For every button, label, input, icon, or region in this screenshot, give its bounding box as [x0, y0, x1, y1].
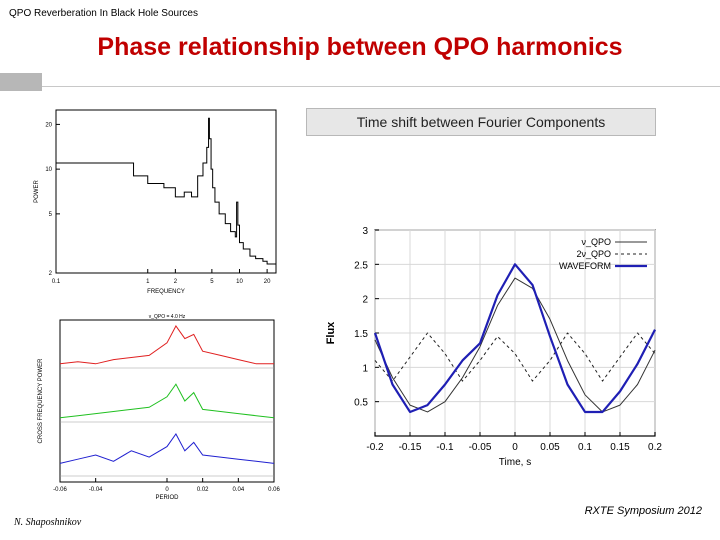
x-tick-label: 0.06	[268, 487, 280, 493]
x-tick-label: 0.15	[610, 442, 630, 453]
subtitle-box: Time shift between Fourier Components	[306, 108, 656, 136]
author-label: N. Shaposhnikov	[14, 517, 82, 528]
series-line-2	[373, 263, 656, 414]
title-divider	[42, 86, 720, 87]
legend-entry: WAVEFORM	[559, 261, 611, 271]
cross-series-blue	[59, 433, 275, 464]
y-tick-label: 0.5	[354, 398, 368, 409]
y-axis-label: Flux	[325, 321, 337, 344]
y-axis-label: POWER	[34, 180, 40, 203]
conference-label: RXTE Symposium 2012	[584, 505, 702, 517]
y-tick-label: 1.5	[354, 329, 368, 340]
y-tick-label: 1	[362, 363, 368, 374]
x-tick-label: 0.2	[648, 442, 662, 453]
x-tick-label: 0	[165, 487, 169, 493]
plot-frame	[59, 319, 275, 483]
x-tick-label: 0.1	[52, 279, 61, 285]
x-tick-label: 10	[236, 279, 243, 285]
x-tick-label: 5	[210, 279, 214, 285]
x-tick-label: 1	[146, 279, 150, 285]
x-axis-label: PERIOD	[155, 495, 179, 501]
cross-series-red	[59, 325, 274, 365]
waveform-chart: -0.2 -0.15 -0.1 -0.05 0 0.05 0.1 0.15 0.2 0.5 1 1.5…	[325, 226, 662, 468]
y-axis-label: CROSS FREQUENCY POWER	[38, 358, 44, 444]
x-tick-label: 0.1	[578, 442, 592, 453]
x-tick-label: 0.05	[540, 442, 560, 453]
y-tick-label: 20	[45, 122, 52, 128]
x-tick-label: 0.02	[197, 487, 209, 493]
x-axis-label: FREQUENCY	[147, 289, 185, 295]
cross-frequency-chart: -0.06 -0.04 0 0.02 0.04 0.06 PERIOD CROSS FREQU…	[38, 314, 280, 501]
y-tick-label: 3	[362, 226, 368, 237]
panel-annotation: ν_QPO = 4.0 Hz	[149, 314, 186, 320]
x-tick-label: 0	[512, 442, 518, 453]
y-tick-label: 10	[45, 167, 52, 173]
y-tick-label: 2	[49, 271, 53, 277]
x-tick-label: -0.15	[399, 442, 422, 453]
power-spectrum-line	[56, 117, 276, 265]
plot-frame	[55, 109, 277, 274]
legend-entry: ν_QPO	[581, 237, 611, 247]
x-tick-label: 2	[174, 279, 178, 285]
x-axis-label: Time, s	[499, 457, 531, 468]
x-tick-label: -0.04	[89, 487, 103, 493]
legend-entry: 2ν_QPO	[576, 249, 611, 259]
header-label: QPO Reverberation In Black Hole Sources	[9, 8, 198, 19]
y-tick-label: 2	[362, 295, 368, 306]
power-spectrum-chart: 0.1 1 2 5 10 20 20 10 5 2 FREQUENCY POWER	[34, 109, 277, 295]
x-tick-label: -0.05	[469, 442, 492, 453]
slide-title: Phase relationship between QPO harmonics	[97, 33, 623, 61]
y-tick-label: 5	[49, 212, 53, 218]
y-tick-label: 2.5	[354, 260, 368, 271]
x-tick-label: -0.2	[366, 442, 384, 453]
series-line-0	[374, 277, 656, 413]
x-tick-label: -0.1	[436, 442, 454, 453]
title-decoration-block	[0, 73, 42, 91]
x-tick-label: 20	[264, 279, 271, 285]
cross-series-green	[59, 383, 275, 419]
x-tick-label: -0.06	[53, 487, 67, 493]
x-tick-label: 0.04	[232, 487, 244, 493]
